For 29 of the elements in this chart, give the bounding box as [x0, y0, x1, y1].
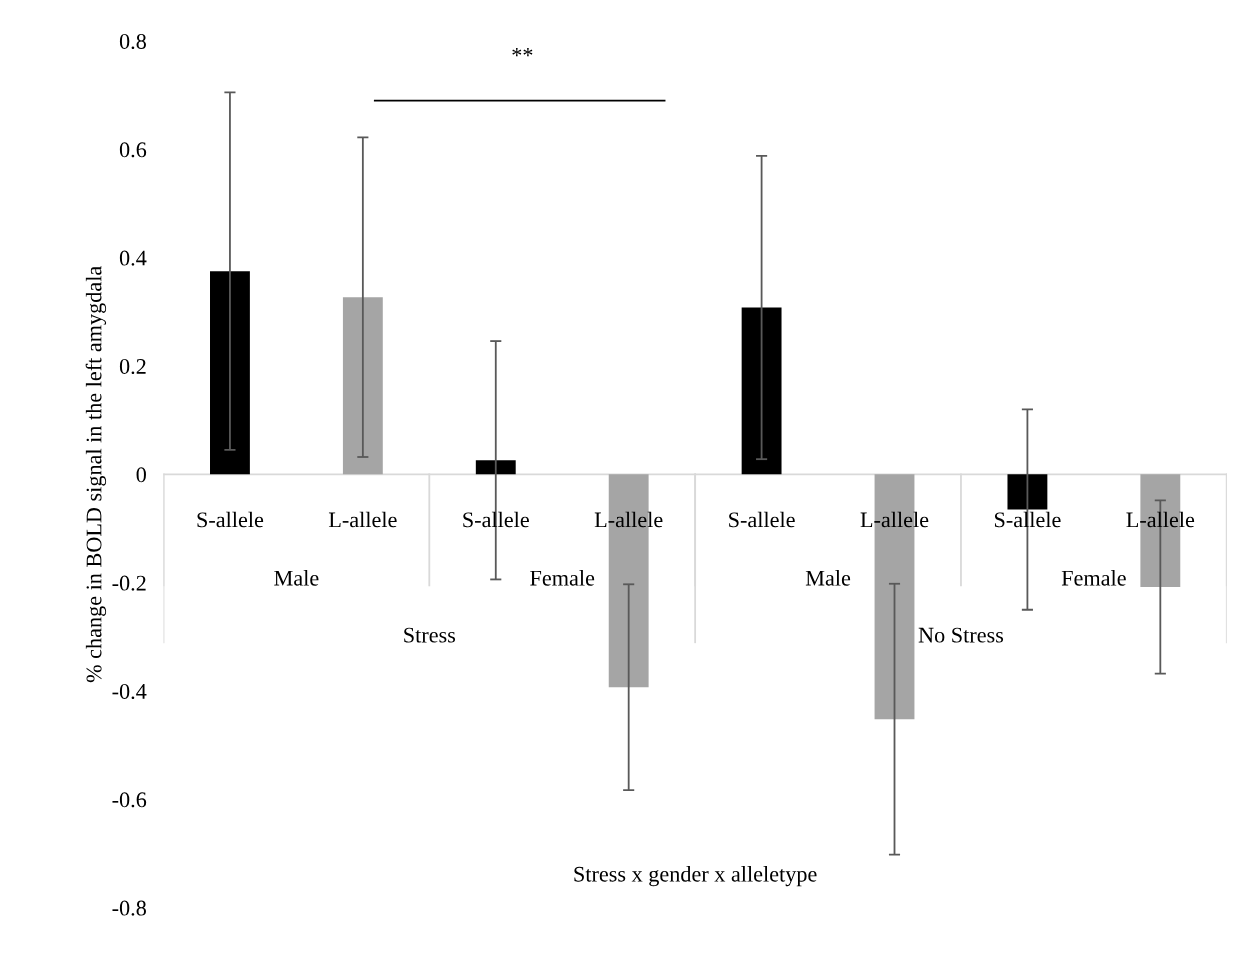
annotation: Male: [274, 570, 319, 586]
y-axis-title: % change in BOLD signal in the left amygdala: [85, 266, 107, 683]
y-tick-label: -0.2: [112, 575, 146, 591]
x-tick-label: S-allele: [197, 511, 264, 528]
y-tick-label: 0.8: [119, 33, 146, 50]
y-tick-label: 0.4: [119, 250, 147, 266]
annotation: Female: [530, 570, 595, 586]
annotation: No Stress: [918, 627, 1004, 643]
x-tick-label: S-allele: [729, 511, 795, 528]
annotation: Female: [1061, 570, 1126, 586]
y-tick-label: -0.6: [112, 792, 147, 808]
y-tick-label: 0: [136, 467, 146, 483]
bar: [342, 297, 383, 475]
y-tick-label: -0.8: [112, 900, 146, 916]
bar: [210, 271, 250, 475]
x-tick-label: L-allele: [860, 511, 929, 528]
annotation: **: [512, 48, 533, 57]
x-tick-label: L-allele: [594, 511, 663, 528]
annotation: Stress: [404, 627, 456, 643]
y-tick-label: 0.6: [119, 142, 147, 158]
bar: [475, 460, 516, 475]
y-tick-label: -0.4: [112, 683, 147, 700]
bar: [741, 307, 782, 475]
x-tick-label: L-allele: [328, 511, 397, 528]
x-axis-title: Stress x gender x alleletype: [574, 866, 817, 887]
x-tick-label: L-allele: [1126, 511, 1195, 528]
y-tick-label: 0.2: [119, 358, 146, 375]
bar: [1007, 474, 1048, 510]
annotation: Male: [805, 570, 851, 586]
